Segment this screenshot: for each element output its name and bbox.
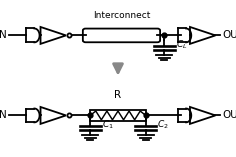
- Text: OUT: OUT: [222, 110, 236, 120]
- Text: IN: IN: [0, 30, 7, 40]
- Text: R: R: [114, 90, 122, 100]
- Text: OUT: OUT: [222, 30, 236, 40]
- Text: $C_L$: $C_L$: [176, 38, 187, 51]
- Text: $C_2$: $C_2$: [157, 118, 169, 131]
- Text: $C_1$: $C_1$: [102, 118, 114, 131]
- Text: IN: IN: [0, 110, 7, 120]
- Text: Interconnect: Interconnect: [93, 11, 150, 20]
